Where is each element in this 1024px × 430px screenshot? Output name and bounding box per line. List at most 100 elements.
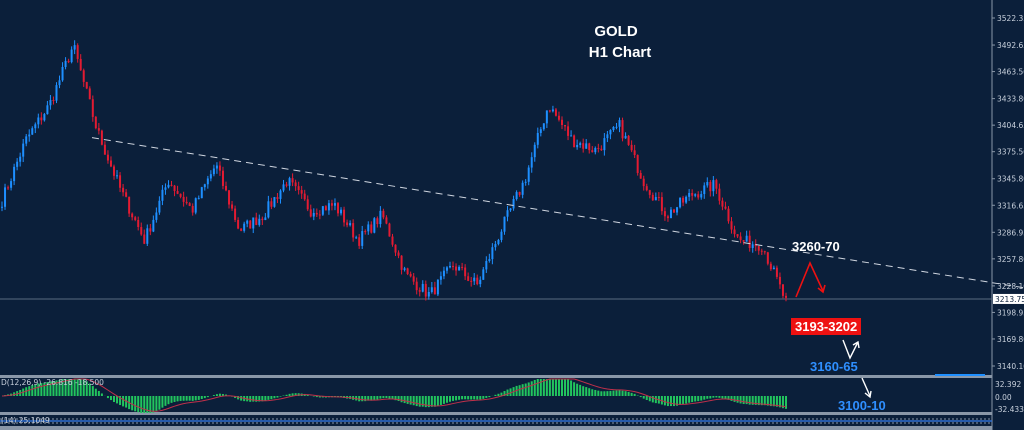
macd-bar [694, 396, 697, 402]
y-tick-label: 3316.65 [997, 201, 1024, 210]
macd-bar [597, 390, 600, 396]
candle-body [785, 295, 787, 298]
candle-body [388, 223, 391, 237]
macd-bar [315, 396, 318, 398]
candle-body [509, 208, 512, 211]
candle-body [679, 197, 682, 208]
candle-body [367, 224, 370, 232]
candle-body [215, 165, 218, 169]
candle-body [125, 192, 128, 197]
candle-body [621, 120, 624, 139]
macd-bar [125, 396, 128, 408]
macd-bar [582, 386, 585, 396]
candle-body [382, 210, 385, 218]
macd-bar [173, 396, 176, 402]
candle-body [576, 144, 579, 148]
arrowhead [852, 340, 860, 349]
macd-bar [34, 384, 37, 396]
candle-body [421, 283, 424, 292]
macd-bar [116, 396, 119, 404]
macd-bar [676, 396, 679, 406]
y-tick-label: 3198.95 [997, 308, 1024, 317]
candle-body [436, 279, 439, 295]
macd-bar [415, 396, 418, 407]
candle-body [612, 126, 615, 131]
macd-bar [31, 385, 34, 396]
macd-bar [421, 396, 424, 407]
y-tick-label: 3169.80 [997, 335, 1024, 344]
macd-bar [485, 396, 488, 398]
candle-body [766, 252, 769, 264]
candle-body [624, 135, 627, 139]
macd-bar [215, 394, 218, 396]
candle-body [648, 190, 651, 195]
candle-body [691, 192, 694, 196]
candle-body [43, 114, 46, 121]
candle-body [415, 281, 418, 291]
candle-body [55, 85, 58, 101]
candle-body [666, 216, 669, 219]
macd-bar [391, 396, 394, 400]
candle-body [88, 88, 91, 100]
candle-body [554, 109, 557, 116]
candle-body [494, 244, 497, 248]
macd-bar [682, 396, 685, 405]
candle-body [676, 207, 679, 213]
candle-body [458, 266, 461, 271]
macd-bar [394, 396, 397, 401]
candle-body [685, 196, 688, 203]
candle-body [282, 184, 285, 191]
candle-body [639, 172, 642, 179]
candle-body [370, 224, 373, 233]
candle-body [355, 237, 358, 239]
candle-body [119, 175, 122, 188]
candle-body [506, 210, 509, 217]
candle-body [82, 70, 85, 82]
macd-bar [225, 394, 227, 396]
candle-body [455, 266, 458, 271]
macd-bar [679, 396, 682, 405]
macd-bar [424, 396, 427, 408]
macd-bar [452, 396, 455, 401]
panel-separator [0, 375, 992, 378]
macd-bar [131, 396, 134, 411]
macd-bar [781, 396, 784, 409]
macd-bar [742, 396, 745, 405]
candle-body [491, 247, 494, 260]
candle-body [255, 217, 258, 225]
macd-bar [527, 382, 530, 396]
macd-bar [279, 396, 282, 397]
candle-body [140, 227, 143, 235]
candle-body [706, 182, 709, 186]
candle-body [327, 203, 330, 211]
candle-body [288, 178, 291, 186]
candle-body [22, 143, 25, 157]
candle-body [570, 135, 573, 137]
macd-bar [176, 396, 179, 402]
current-price-box [993, 293, 1024, 304]
candle-body [194, 198, 197, 213]
candle-body [25, 136, 28, 144]
macd-bar [748, 396, 751, 405]
candle-body [627, 135, 630, 145]
macd-bar [188, 396, 191, 401]
candle-body [715, 180, 718, 189]
candle-body [603, 138, 606, 151]
candle-body [470, 280, 473, 282]
candle-body [748, 235, 751, 249]
macd-bar [733, 396, 736, 402]
macd-bar [521, 384, 524, 396]
macd-bar [685, 396, 688, 404]
candle-body [730, 221, 733, 230]
candle-body [772, 267, 775, 270]
candle-body [131, 213, 134, 218]
candle-body [403, 268, 406, 270]
candle-body [182, 196, 185, 202]
candle-body [315, 212, 318, 215]
candle-body [312, 212, 315, 217]
macd-bar [639, 396, 642, 398]
candle-body [273, 197, 276, 207]
candle-body [303, 193, 306, 200]
macd-bar [155, 396, 158, 412]
